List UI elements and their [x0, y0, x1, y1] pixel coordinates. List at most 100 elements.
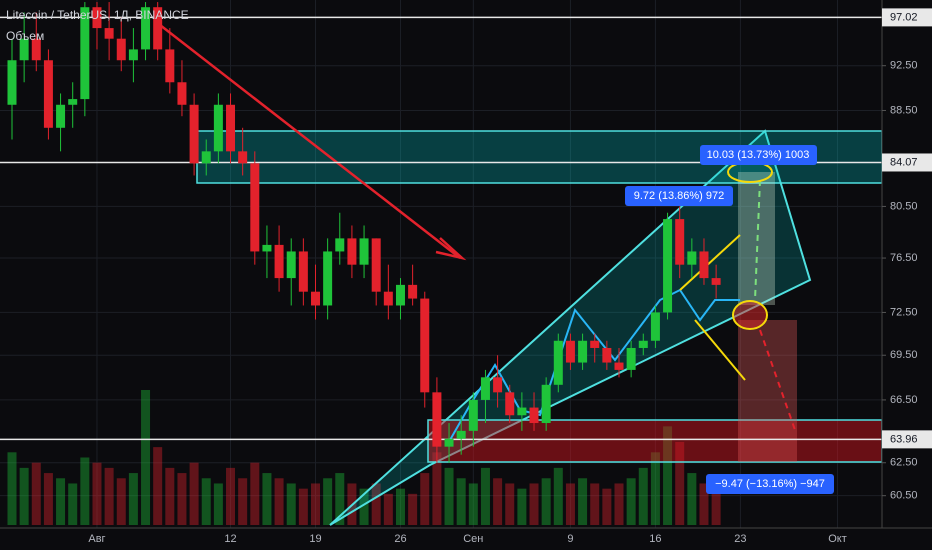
- y-tick-label: 69.50: [890, 349, 918, 361]
- candle-body: [663, 219, 673, 313]
- candle-body: [541, 384, 551, 424]
- candle-body: [626, 347, 636, 370]
- candle-body: [323, 251, 333, 306]
- volume-bar: [663, 426, 673, 525]
- level-tag: [882, 8, 932, 27]
- volume-bar: [298, 488, 308, 525]
- candle-body: [578, 340, 588, 363]
- volume-bar: [68, 483, 78, 525]
- volume-bar: [626, 478, 636, 525]
- volume-bar: [493, 478, 503, 525]
- candle-body: [493, 377, 503, 393]
- target-up: [754, 179, 761, 301]
- volume-bar: [505, 483, 515, 525]
- candle-body: [298, 251, 308, 292]
- candle-body: [517, 407, 527, 416]
- x-tick-label: 9: [567, 533, 573, 545]
- candle-body: [529, 407, 539, 424]
- volume-bar: [104, 467, 114, 525]
- volume-bar: [565, 483, 575, 525]
- volume-bar: [7, 452, 17, 525]
- volume-bar: [80, 457, 90, 525]
- y-tick-label: 88.50: [890, 104, 918, 116]
- breakout-circle: [732, 300, 768, 330]
- level-tag: [882, 430, 932, 449]
- label-box: [700, 145, 817, 165]
- candle-body: [444, 438, 454, 447]
- candle-body: [7, 60, 17, 105]
- volume-bar: [711, 493, 721, 525]
- volume-bar: [262, 473, 272, 525]
- volume-bar: [359, 488, 369, 525]
- volume-bar: [56, 478, 66, 525]
- level-label: 84.07: [890, 156, 918, 168]
- measure-label: 9.72 (13.86%) 972: [634, 190, 725, 202]
- volume-bar: [614, 483, 624, 525]
- volume-bar: [177, 473, 187, 525]
- x-tick-label: 26: [394, 533, 406, 545]
- candle-body: [347, 238, 357, 265]
- volume-bar: [31, 462, 41, 525]
- price-axis: [882, 0, 932, 550]
- volume-bar: [517, 488, 527, 525]
- candle-body: [371, 238, 381, 292]
- candle-body: [141, 7, 151, 50]
- bull-arrow: [679, 234, 741, 291]
- candle-body: [177, 82, 187, 105]
- x-tick-label: Окт: [828, 533, 847, 545]
- volume-bar: [650, 452, 660, 525]
- candle-body: [43, 60, 53, 128]
- level-label: 63.96: [890, 433, 918, 445]
- candle-body: [56, 104, 66, 128]
- volume-bar: [420, 473, 430, 525]
- candle-body: [262, 244, 272, 252]
- volume-bar: [141, 390, 151, 525]
- volume-bar: [468, 483, 478, 525]
- candle-body: [359, 238, 369, 265]
- candle-body: [250, 163, 260, 252]
- y-tick-label: 66.50: [890, 394, 918, 406]
- volume-bar: [226, 467, 236, 525]
- volume-bar: [699, 483, 709, 525]
- volume-bar: [250, 462, 260, 525]
- volume-bar: [590, 483, 600, 525]
- volume-bar: [43, 473, 53, 525]
- candle-body: [274, 244, 284, 279]
- candle-body: [699, 251, 709, 279]
- candle-body: [395, 284, 405, 306]
- volume-bar: [286, 483, 296, 525]
- x-tick-label: 19: [309, 533, 321, 545]
- candle-body: [201, 151, 211, 164]
- label-box: [625, 186, 733, 206]
- volume-bar: [201, 478, 211, 525]
- volume-bar: [274, 478, 284, 525]
- volume-bar: [541, 478, 551, 525]
- y-tick-label: 92.50: [890, 60, 918, 72]
- y-tick-label: 62.50: [890, 457, 918, 469]
- candle-body: [480, 377, 490, 400]
- level-tag: [882, 153, 932, 172]
- candle-body: [335, 238, 345, 252]
- volume-bar: [335, 473, 345, 525]
- candle-body: [128, 49, 138, 61]
- volume-bar: [213, 483, 223, 525]
- candle-body: [420, 298, 430, 393]
- volume-bar: [638, 467, 648, 525]
- candle-body: [614, 362, 624, 370]
- target-down: [759, 329, 796, 431]
- volume-bar: [602, 488, 612, 525]
- y-tick-label: 60.50: [890, 490, 918, 502]
- volume-bar: [323, 478, 333, 525]
- volume-bar: [383, 493, 393, 525]
- candle-body: [165, 49, 175, 83]
- candle-body: [31, 38, 41, 61]
- volume-bar: [553, 467, 563, 525]
- candle-body: [80, 7, 90, 100]
- volume-bar: [165, 467, 175, 525]
- candle-body: [468, 399, 478, 431]
- y-tick-label: 72.50: [890, 306, 918, 318]
- candle-body: [286, 251, 296, 279]
- candle-body: [189, 104, 199, 164]
- candle-body: [675, 219, 685, 265]
